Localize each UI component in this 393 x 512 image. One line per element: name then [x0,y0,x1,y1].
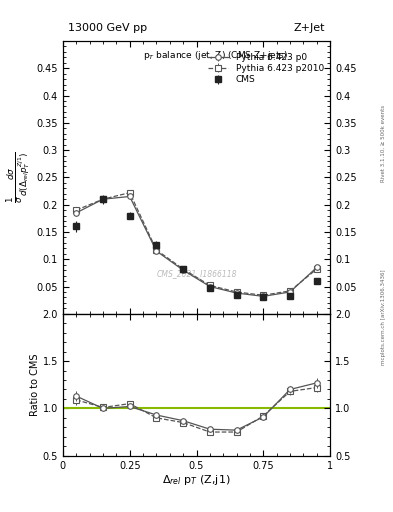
Text: Z+Jet: Z+Jet [293,23,325,33]
Text: p$_T$ balance (jet, Z) (CMS Z+jets): p$_T$ balance (jet, Z) (CMS Z+jets) [143,49,288,62]
Text: 13000 GeV pp: 13000 GeV pp [68,23,147,33]
Legend: Pythia 6.423 p0, Pythia 6.423 p2010, CMS: Pythia 6.423 p0, Pythia 6.423 p2010, CMS [207,51,326,86]
Text: CMS_2021_I1866118: CMS_2021_I1866118 [156,269,237,279]
Text: mcplots.cern.ch [arXiv:1306.3436]: mcplots.cern.ch [arXiv:1306.3436] [381,270,386,365]
Y-axis label: $\frac{1}{\sigma}\frac{d\sigma}{d(\Delta_{rel}p_T^{Zj1})}$: $\frac{1}{\sigma}\frac{d\sigma}{d(\Delta… [6,152,32,203]
X-axis label: $\Delta_{rel}$ p$_T$ (Z,j1): $\Delta_{rel}$ p$_T$ (Z,j1) [162,473,231,487]
Text: Rivet 3.1.10, ≥ 500k events: Rivet 3.1.10, ≥ 500k events [381,105,386,182]
Y-axis label: Ratio to CMS: Ratio to CMS [30,353,40,416]
